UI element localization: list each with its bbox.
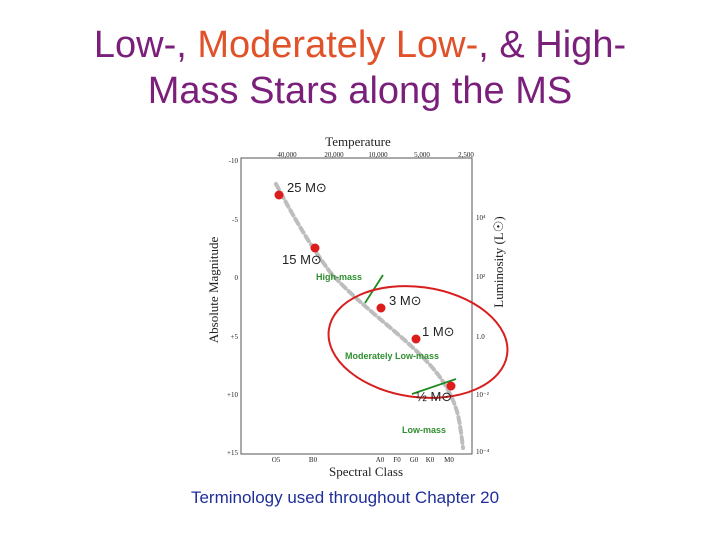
spectral-tick: M0 (444, 456, 454, 464)
spectral-tick: F0 (393, 456, 401, 464)
magnitude-tick: -10 (229, 157, 239, 165)
title-line-1: Low-, Moderately Low-, & High- (0, 22, 720, 68)
high-mass-label: High-mass (316, 272, 362, 282)
spectral-tick: G0 (410, 456, 419, 464)
plot-frame (240, 157, 473, 455)
right-axis-title: Luminosity (L☉) (491, 216, 506, 307)
star-1-solar-mass (411, 334, 421, 344)
temperature-tick: 20,000 (324, 151, 344, 159)
magnitude-tick: +15 (227, 449, 238, 457)
spectral-tick: A0 (376, 456, 385, 464)
title-high: , & High- (478, 24, 627, 66)
low-mass-divider-line (411, 378, 457, 395)
temperature-tick: 2,500 (458, 151, 474, 159)
magnitude-tick: -5 (232, 216, 238, 224)
temperature-tick-group: 40,000 20,000 10,000 5,000 2,500 (277, 151, 474, 159)
slide-title: Low-, Moderately Low-, & High- Mass Star… (0, 22, 720, 114)
star-label: ½ M⊙ (416, 389, 452, 404)
caption: Terminology used throughout Chapter 20 (190, 488, 500, 507)
region-label-group: High-mass Moderately Low-mass Low-mass (316, 272, 446, 435)
top-axis-title: Temperature (325, 134, 391, 149)
star-label: 15 M⊙ (282, 252, 322, 267)
bottom-axis-title: Spectral Class (329, 464, 403, 479)
star-3-solar-mass (376, 303, 386, 313)
star-label: 3 M⊙ (389, 293, 422, 308)
low-mass-label: Low-mass (402, 425, 446, 435)
moderately-low-mass-ellipse (327, 285, 509, 399)
spectral-tick: K0 (426, 456, 435, 464)
main-sequence-band (274, 182, 465, 450)
luminosity-tick: 10⁻⁴ (476, 448, 490, 456)
luminosity-tick: 10⁻² (476, 391, 489, 399)
star-25-solar-mass (274, 190, 284, 200)
luminosity-tick: 10⁴ (476, 214, 486, 222)
spectral-tick-group: O5 B0 A0 F0 G0 K0 M0 (272, 456, 455, 464)
star-label: 1 M⊙ (422, 324, 455, 339)
title-low: Low-, (93, 24, 198, 66)
luminosity-tick: 10² (476, 273, 485, 281)
temperature-tick: 10,000 (368, 151, 388, 159)
temperature-tick: 40,000 (277, 151, 297, 159)
title-moderately-low: Moderately Low- (197, 24, 479, 66)
star-15-solar-mass (310, 243, 320, 253)
spectral-tick: B0 (309, 456, 318, 464)
star-label-group: 25 M⊙ 15 M⊙ 3 M⊙ 1 M⊙ ½ M⊙ (282, 180, 455, 404)
spectral-tick: O5 (272, 456, 281, 464)
magnitude-tick: +5 (231, 333, 239, 341)
left-axis-title: Absolute Magnitude (206, 237, 221, 344)
star-half-solar-mass (446, 381, 456, 391)
title-line-2: Mass Stars along the MS (147, 70, 573, 112)
temperature-tick: 5,000 (414, 151, 430, 159)
magnitude-tick-group: -10 -5 0 +5 +10 +15 (227, 157, 238, 457)
moderately-low-mass-label: Moderately Low-mass (345, 351, 439, 361)
star-label: 25 M⊙ (287, 180, 327, 195)
magnitude-tick: 0 (235, 274, 239, 282)
luminosity-tick: 1.0 (476, 333, 485, 341)
magnitude-tick: +10 (227, 391, 238, 399)
luminosity-tick-group: 10⁴ 10² 1.0 10⁻² 10⁻⁴ (476, 214, 490, 456)
